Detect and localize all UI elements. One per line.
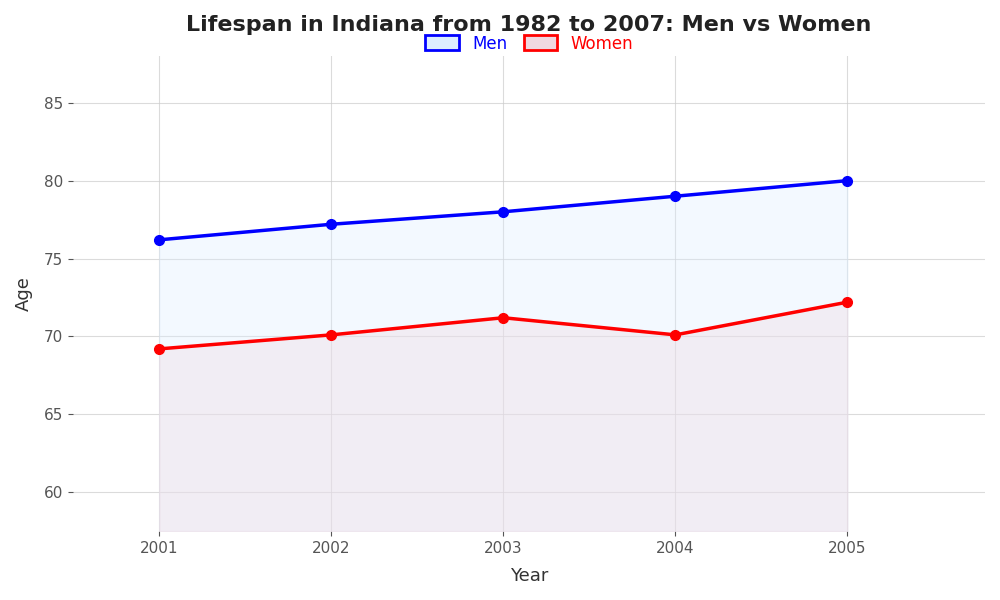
Women: [841, 299, 853, 306]
Women: [325, 331, 337, 338]
X-axis label: Year: Year: [510, 567, 548, 585]
Line: Men: Men: [154, 176, 852, 245]
Title: Lifespan in Indiana from 1982 to 2007: Men vs Women: Lifespan in Indiana from 1982 to 2007: M…: [186, 15, 872, 35]
Women: [497, 314, 509, 322]
Y-axis label: Age: Age: [15, 276, 33, 311]
Women: [669, 331, 681, 338]
Legend: Men, Women: Men, Women: [417, 26, 641, 61]
Men: [669, 193, 681, 200]
Men: [153, 236, 165, 244]
Men: [325, 221, 337, 228]
Women: [153, 345, 165, 352]
Line: Women: Women: [154, 297, 852, 354]
Men: [841, 177, 853, 184]
Men: [497, 208, 509, 215]
